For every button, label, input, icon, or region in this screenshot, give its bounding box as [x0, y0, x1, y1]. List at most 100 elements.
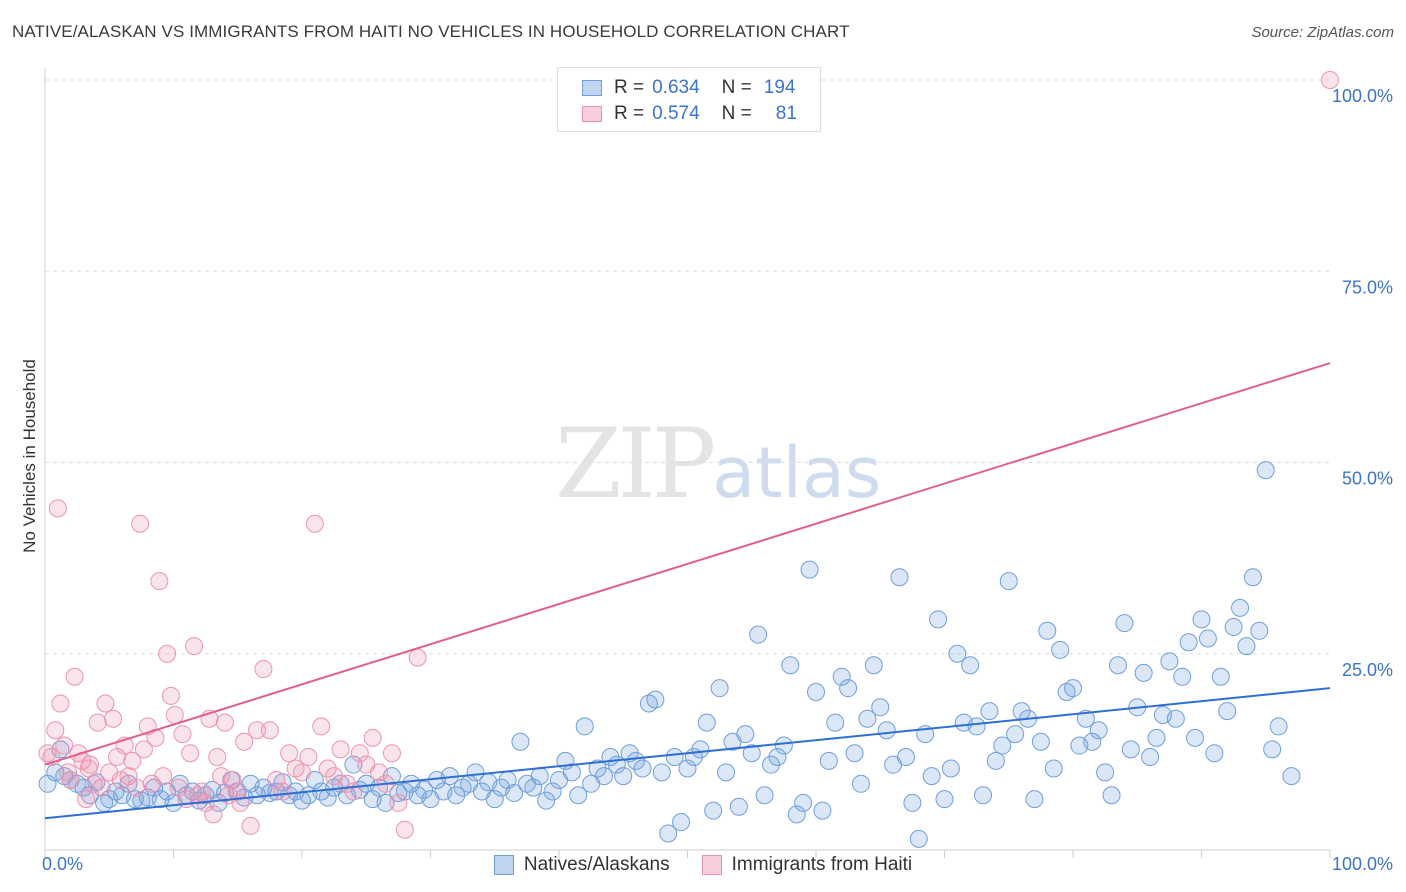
- natives-point: [1205, 744, 1224, 763]
- legend-item-haiti[interactable]: Immigrants from Haiti: [701, 854, 912, 876]
- natives-point: [1083, 732, 1102, 751]
- y-tick-label: 100.0%: [1332, 86, 1393, 106]
- haiti-point: [77, 790, 96, 809]
- haiti-point: [389, 793, 408, 812]
- natives-point: [877, 721, 896, 740]
- haiti-point: [215, 713, 234, 732]
- natives-point: [1147, 728, 1166, 747]
- natives-point: [1025, 790, 1044, 809]
- haiti-point: [331, 740, 350, 759]
- natives-point: [819, 751, 838, 770]
- natives-point: [466, 763, 485, 782]
- haiti-r-label: R =: [614, 103, 645, 124]
- natives-point: [1044, 759, 1063, 778]
- natives-point: [839, 679, 858, 698]
- haiti-point: [158, 644, 177, 663]
- natives-point: [1160, 652, 1179, 671]
- natives-point: [1076, 709, 1095, 728]
- haiti-point: [55, 736, 74, 755]
- haiti-point: [273, 782, 292, 801]
- natives-point: [1198, 629, 1217, 648]
- natives-point: [967, 717, 986, 736]
- haiti-point: [150, 572, 169, 591]
- haiti-point: [123, 751, 142, 770]
- haiti-point: [79, 759, 98, 778]
- natives-point: [524, 778, 543, 797]
- natives-point: [807, 683, 825, 701]
- natives-point: [1173, 667, 1192, 686]
- natives-point: [594, 767, 613, 786]
- natives-point: [851, 774, 870, 793]
- natives-point: [588, 759, 607, 778]
- haiti-point: [227, 782, 246, 801]
- natives-point: [1256, 461, 1275, 480]
- natives-point: [1211, 667, 1230, 686]
- haiti-point: [1321, 71, 1339, 89]
- natives-point: [389, 783, 408, 802]
- natives-point: [826, 713, 845, 732]
- natives-point: [575, 717, 594, 736]
- natives-point: [1231, 598, 1250, 617]
- natives-point: [800, 560, 819, 579]
- natives-point: [999, 572, 1018, 591]
- natives-n-label: N =: [721, 77, 752, 98]
- natives-point: [1186, 728, 1205, 747]
- natives-point: [961, 656, 980, 675]
- natives-point: [909, 829, 928, 848]
- natives-point: [941, 759, 960, 778]
- natives-point: [537, 791, 556, 810]
- haiti-point: [299, 748, 318, 767]
- haiti-point: [260, 721, 279, 740]
- y-tick-label: 50.0%: [1342, 469, 1393, 489]
- haiti-point: [96, 694, 115, 713]
- haiti-point: [208, 748, 227, 767]
- natives-point: [935, 790, 954, 809]
- natives-point: [1179, 633, 1198, 652]
- natives-point: [659, 824, 678, 843]
- haiti-point: [192, 782, 211, 801]
- haiti-point: [293, 763, 311, 782]
- natives-point: [1250, 621, 1269, 640]
- haiti-point: [185, 637, 204, 656]
- haiti-point: [51, 694, 70, 713]
- x-tick-label: 0.0%: [42, 854, 83, 874]
- chart-title: NATIVE/ALASKAN VS IMMIGRANTS FROM HAITI …: [12, 22, 850, 41]
- haiti-point: [48, 499, 67, 518]
- haiti-point: [65, 667, 84, 686]
- haiti-n-label: N =: [721, 103, 752, 124]
- natives-point: [1192, 610, 1211, 629]
- natives-point: [845, 744, 864, 763]
- natives-point: [1051, 640, 1070, 659]
- legend-item-natives[interactable]: Natives/Alaskans: [493, 854, 670, 876]
- haiti-point: [363, 728, 382, 747]
- haiti-point: [46, 721, 65, 740]
- natives-point: [768, 748, 787, 767]
- haiti-point: [248, 721, 267, 740]
- natives-point: [620, 744, 639, 763]
- haiti-point: [254, 660, 273, 679]
- natives-point: [948, 644, 967, 663]
- watermark-zip: ZIP: [555, 408, 716, 520]
- natives-point: [1141, 748, 1160, 767]
- haiti-n-value: 81: [775, 103, 797, 124]
- natives-point: [736, 725, 755, 744]
- natives-point: [260, 783, 279, 802]
- haiti-point: [350, 744, 369, 763]
- natives-point: [672, 813, 691, 832]
- natives-n-value: 194: [763, 77, 796, 98]
- natives-point: [505, 783, 524, 802]
- natives-r-value: 0.634: [652, 77, 700, 98]
- x-tick-label: 100.0%: [1332, 854, 1393, 874]
- natives-point: [749, 625, 768, 644]
- natives-point: [691, 740, 710, 759]
- natives-point: [890, 568, 909, 587]
- natives-point: [762, 755, 781, 774]
- natives-point: [1237, 637, 1256, 656]
- natives-point: [665, 748, 684, 767]
- haiti-point: [127, 778, 146, 797]
- haiti-point: [280, 744, 299, 763]
- haiti-point: [204, 805, 223, 824]
- haiti-point: [92, 778, 111, 797]
- haiti-point: [267, 770, 286, 789]
